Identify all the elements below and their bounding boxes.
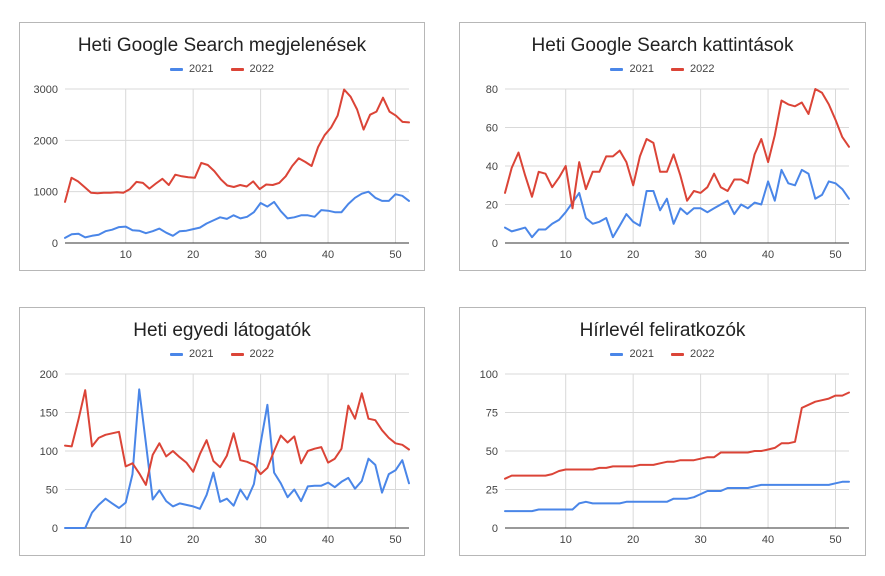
y-tick-label: 3000 bbox=[34, 84, 58, 96]
x-tick-label: 20 bbox=[627, 534, 639, 546]
legend-item-2022: 2022 bbox=[671, 348, 715, 360]
series-line-2021 bbox=[504, 168, 850, 239]
x-tick-label: 30 bbox=[694, 249, 706, 261]
legend-swatch-2021 bbox=[610, 352, 624, 356]
x-tick-label: 50 bbox=[389, 534, 401, 546]
legend-label-2022: 2022 bbox=[690, 348, 715, 360]
chart-title: Heti Google Search kattintások bbox=[531, 35, 794, 56]
legend-label-2021: 2021 bbox=[629, 348, 654, 360]
chart-legend: 2021 2022 bbox=[20, 63, 424, 75]
y-tick-label: 60 bbox=[486, 123, 498, 135]
y-tick-label: 1000 bbox=[34, 187, 58, 199]
legend-label-2021: 2021 bbox=[188, 63, 214, 75]
chart-panel-impressions: Heti Google Search megjelenések 2021 202… bbox=[19, 22, 425, 271]
chart-panel-unique-visitors: Heti egyedi látogatók 2021 2022 0 50 100 15… bbox=[19, 307, 425, 556]
chart-title: Heti Google Search megjelenések bbox=[77, 35, 367, 56]
legend-item-2021: 2021 bbox=[610, 63, 654, 75]
legend-swatch-2022 bbox=[230, 352, 244, 356]
legend-label-2022: 2022 bbox=[249, 348, 275, 360]
x-tick-label: 30 bbox=[694, 534, 706, 546]
x-tick-label: 30 bbox=[254, 534, 266, 546]
chart-panel-newsletter-subscribers: Hírlevél feliratkozók 2021 2022 0 25 50 75 1… bbox=[459, 307, 866, 556]
y-tick-label: 50 bbox=[46, 485, 58, 497]
legend-swatch-2022 bbox=[671, 352, 685, 356]
x-tick-label: 20 bbox=[187, 249, 199, 261]
x-tick-label: 40 bbox=[322, 534, 334, 546]
x-tick-label: 20 bbox=[627, 249, 639, 261]
legend-item-2021: 2021 bbox=[169, 63, 214, 75]
chart-plot: 0 20 40 60 80 10 20 30 40 50 bbox=[486, 84, 850, 261]
legend-label-2021: 2021 bbox=[629, 63, 654, 75]
y-tick-label: 0 bbox=[492, 523, 498, 535]
series-line-2021 bbox=[504, 480, 850, 513]
series-line-2022 bbox=[64, 389, 410, 486]
series-line-2022 bbox=[64, 88, 410, 203]
legend-swatch-2021 bbox=[169, 67, 183, 71]
y-tick-label: 200 bbox=[40, 369, 58, 381]
y-tick-label: 150 bbox=[40, 408, 58, 420]
legend-item-2021: 2021 bbox=[169, 348, 214, 360]
chart-legend: 2021 2022 bbox=[20, 348, 424, 360]
chart-plot: 0 25 50 75 100 10 20 30 40 50 bbox=[480, 369, 850, 546]
x-tick-label: 40 bbox=[322, 249, 334, 261]
chart-title: Heti egyedi látogatók bbox=[133, 320, 311, 341]
y-tick-label: 20 bbox=[486, 200, 498, 212]
legend-label-2021: 2021 bbox=[188, 348, 214, 360]
x-tick-label: 10 bbox=[560, 249, 572, 261]
x-tick-label: 10 bbox=[120, 249, 132, 261]
legend-item-2022: 2022 bbox=[671, 63, 715, 75]
x-tick-label: 40 bbox=[762, 249, 774, 261]
y-tick-label: 100 bbox=[480, 369, 498, 381]
chart-title: Hírlevél feliratkozók bbox=[579, 320, 746, 341]
y-tick-label: 2000 bbox=[34, 135, 58, 147]
y-tick-label: 25 bbox=[486, 485, 498, 497]
y-tick-label: 40 bbox=[486, 161, 498, 173]
x-tick-label: 40 bbox=[762, 534, 774, 546]
x-tick-label: 20 bbox=[187, 534, 199, 546]
legend-item-2022: 2022 bbox=[230, 63, 275, 75]
y-tick-label: 75 bbox=[486, 408, 498, 420]
series-line-2021 bbox=[64, 190, 410, 239]
series-line-2021 bbox=[64, 388, 410, 529]
x-tick-label: 10 bbox=[120, 534, 132, 546]
y-tick-label: 50 bbox=[486, 446, 498, 458]
legend-item-2021: 2021 bbox=[610, 348, 654, 360]
legend-swatch-2021 bbox=[169, 352, 183, 356]
y-tick-label: 0 bbox=[52, 523, 58, 535]
legend-swatch-2022 bbox=[230, 67, 244, 71]
y-tick-label: 0 bbox=[492, 238, 498, 250]
series-line-2022 bbox=[504, 391, 850, 480]
y-tick-label: 100 bbox=[40, 446, 58, 458]
x-tick-label: 50 bbox=[829, 249, 841, 261]
series-line-2022 bbox=[504, 88, 850, 210]
x-tick-label: 50 bbox=[829, 534, 841, 546]
chart-plot: 0 1000 2000 3000 10 20 30 40 50 bbox=[34, 84, 410, 261]
chart-plot: 0 50 100 150 200 10 20 30 40 50 bbox=[40, 369, 410, 546]
legend-swatch-2022 bbox=[671, 67, 685, 71]
legend-item-2022: 2022 bbox=[230, 348, 275, 360]
x-tick-label: 10 bbox=[560, 534, 572, 546]
chart-legend: 2021 2022 bbox=[460, 63, 865, 75]
legend-swatch-2021 bbox=[610, 67, 624, 71]
y-tick-label: 80 bbox=[486, 84, 498, 96]
legend-label-2022: 2022 bbox=[249, 63, 275, 75]
chart-panel-clicks: Heti Google Search kattintások 2021 2022… bbox=[459, 22, 866, 271]
chart-legend: 2021 2022 bbox=[460, 348, 865, 360]
legend-label-2022: 2022 bbox=[690, 63, 715, 75]
y-tick-label: 0 bbox=[52, 238, 58, 250]
x-tick-label: 50 bbox=[389, 249, 401, 261]
x-tick-label: 30 bbox=[254, 249, 266, 261]
